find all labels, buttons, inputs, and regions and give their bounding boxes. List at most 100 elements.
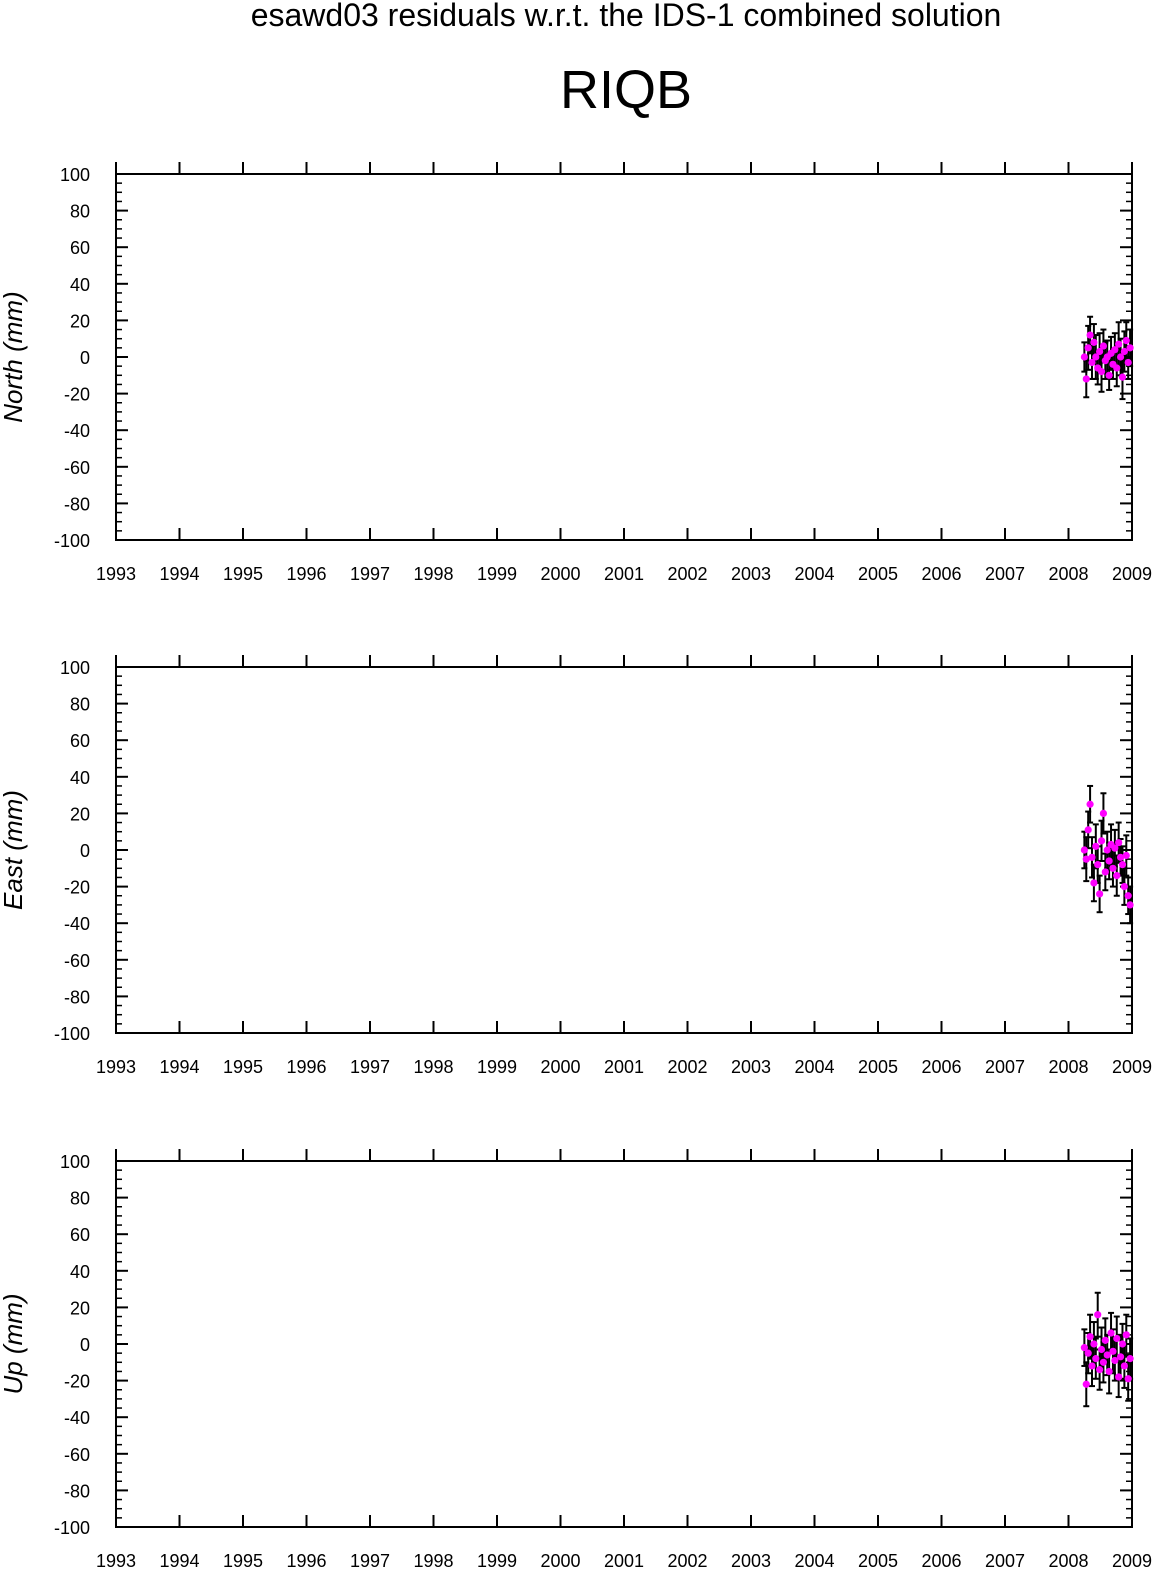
y-tick-label: 100	[60, 1152, 90, 1172]
data-point	[1126, 344, 1134, 352]
data-point	[1084, 344, 1092, 352]
data-point	[1122, 336, 1130, 345]
data-point	[1101, 1336, 1109, 1344]
y-tick-label: -80	[64, 494, 90, 514]
x-tick-label: 2001	[604, 1551, 644, 1571]
y-tick-label: -80	[64, 1481, 90, 1501]
x-tick-label: 2008	[1048, 1551, 1088, 1571]
y-tick-label: -20	[64, 385, 90, 405]
data-point	[1097, 368, 1106, 376]
data-point	[1118, 1340, 1127, 1348]
x-tick-label: 2003	[731, 1057, 771, 1077]
y-axis-label: East (mm)	[0, 790, 28, 910]
y-tick-label: 100	[60, 658, 90, 678]
data-point	[1126, 901, 1134, 909]
data-point	[1118, 373, 1127, 381]
y-tick-label: 0	[80, 1335, 90, 1355]
data-point	[1103, 846, 1111, 854]
data-point	[1120, 883, 1128, 891]
y-tick-label: -100	[54, 531, 90, 551]
data-point	[1126, 1355, 1134, 1363]
plot-frame	[115, 1160, 1133, 1528]
y-tick-label: 0	[80, 348, 90, 368]
y-tick-label: 40	[70, 275, 90, 295]
data-point	[1113, 872, 1121, 880]
data-point	[1099, 342, 1108, 350]
y-tick-label: -40	[64, 1408, 90, 1428]
x-tick-label: 1997	[350, 564, 390, 584]
y-tick-label: -40	[64, 421, 90, 441]
y-tick-label: -100	[54, 1518, 90, 1538]
y-tick-label: 0	[80, 841, 90, 861]
data-point	[1094, 861, 1102, 869]
data-point	[1080, 353, 1088, 361]
data-point	[1122, 1331, 1130, 1339]
data-point	[1088, 853, 1096, 861]
x-tick-label: 2004	[794, 1057, 834, 1077]
chart-panel-2: 1993 1994 1995 1996 1997 1998 1999 2000 2001 2002…	[0, 655, 1152, 1077]
data-point	[1082, 1380, 1090, 1388]
y-tick-label: -20	[64, 878, 90, 898]
x-tick-label: 1996	[286, 1057, 326, 1077]
y-tick-label: -60	[64, 1445, 90, 1465]
data-point	[1111, 1356, 1119, 1365]
data-point	[1113, 364, 1121, 372]
x-tick-label: 1997	[350, 1057, 390, 1077]
data-point	[1080, 1344, 1088, 1352]
data-point	[1080, 846, 1088, 854]
x-tick-label: 2009	[1112, 564, 1152, 584]
data-point	[1124, 1375, 1132, 1383]
plot-frame	[115, 173, 1133, 541]
data-point	[1118, 861, 1127, 869]
y-tick-label: 80	[70, 202, 90, 222]
data-point	[1109, 1347, 1117, 1355]
x-tick-label: 1996	[286, 564, 326, 584]
x-tick-label: 1993	[96, 1551, 136, 1571]
y-tick-label: 60	[70, 1225, 90, 1245]
chart-panel-1: 1993 1994 1995 1996 1997 1998 1999 2000 2001 2002…	[0, 162, 1152, 584]
data-point	[1084, 826, 1092, 834]
y-tick-label: 20	[70, 311, 90, 331]
data-point	[1115, 1373, 1123, 1381]
y-tick-label: 60	[70, 238, 90, 258]
y-tick-label: 80	[70, 695, 90, 715]
chart-panel-3: 1993 1994 1995 1996 1997 1998 1999 2000 2001 2002…	[0, 1149, 1152, 1571]
data-point	[1099, 1358, 1108, 1366]
y-tick-label: -60	[64, 458, 90, 478]
data-point	[1086, 1333, 1094, 1341]
x-tick-label: 2004	[794, 564, 834, 584]
y-tick-label: -20	[64, 1372, 90, 1392]
x-tick-label: 2001	[604, 1057, 644, 1077]
data-point	[1105, 857, 1113, 865]
data-point	[1103, 1351, 1111, 1359]
data-point	[1111, 346, 1119, 354]
data-point	[1092, 353, 1100, 361]
x-tick-label: 1993	[96, 1057, 136, 1077]
data-point	[1120, 347, 1128, 356]
x-tick-label: 2002	[667, 1551, 707, 1571]
data-point	[1116, 853, 1125, 861]
x-tick-label: 2008	[1048, 1057, 1088, 1077]
data-point	[1096, 1366, 1104, 1374]
x-tick-label: 2000	[540, 1057, 580, 1077]
y-tick-label: -80	[64, 987, 90, 1007]
data-point	[1109, 864, 1117, 872]
x-tick-label: 1997	[350, 1551, 390, 1571]
x-tick-label: 1999	[477, 1551, 517, 1571]
data-point	[1090, 879, 1098, 887]
x-tick-label: 1994	[159, 1551, 199, 1571]
y-tick-label: 20	[70, 804, 90, 824]
x-tick-label: 1993	[96, 564, 136, 584]
x-tick-label: 2007	[985, 564, 1025, 584]
x-tick-label: 2004	[794, 1551, 834, 1571]
data-point	[1101, 868, 1109, 876]
data-point	[1096, 347, 1104, 356]
data-point	[1082, 375, 1090, 383]
x-tick-label: 1998	[413, 564, 453, 584]
data-point	[1124, 358, 1132, 367]
data-point	[1105, 1367, 1113, 1376]
y-tick-label: 20	[70, 1298, 90, 1318]
y-tick-label: -60	[64, 951, 90, 971]
y-tick-label: -40	[64, 914, 90, 934]
